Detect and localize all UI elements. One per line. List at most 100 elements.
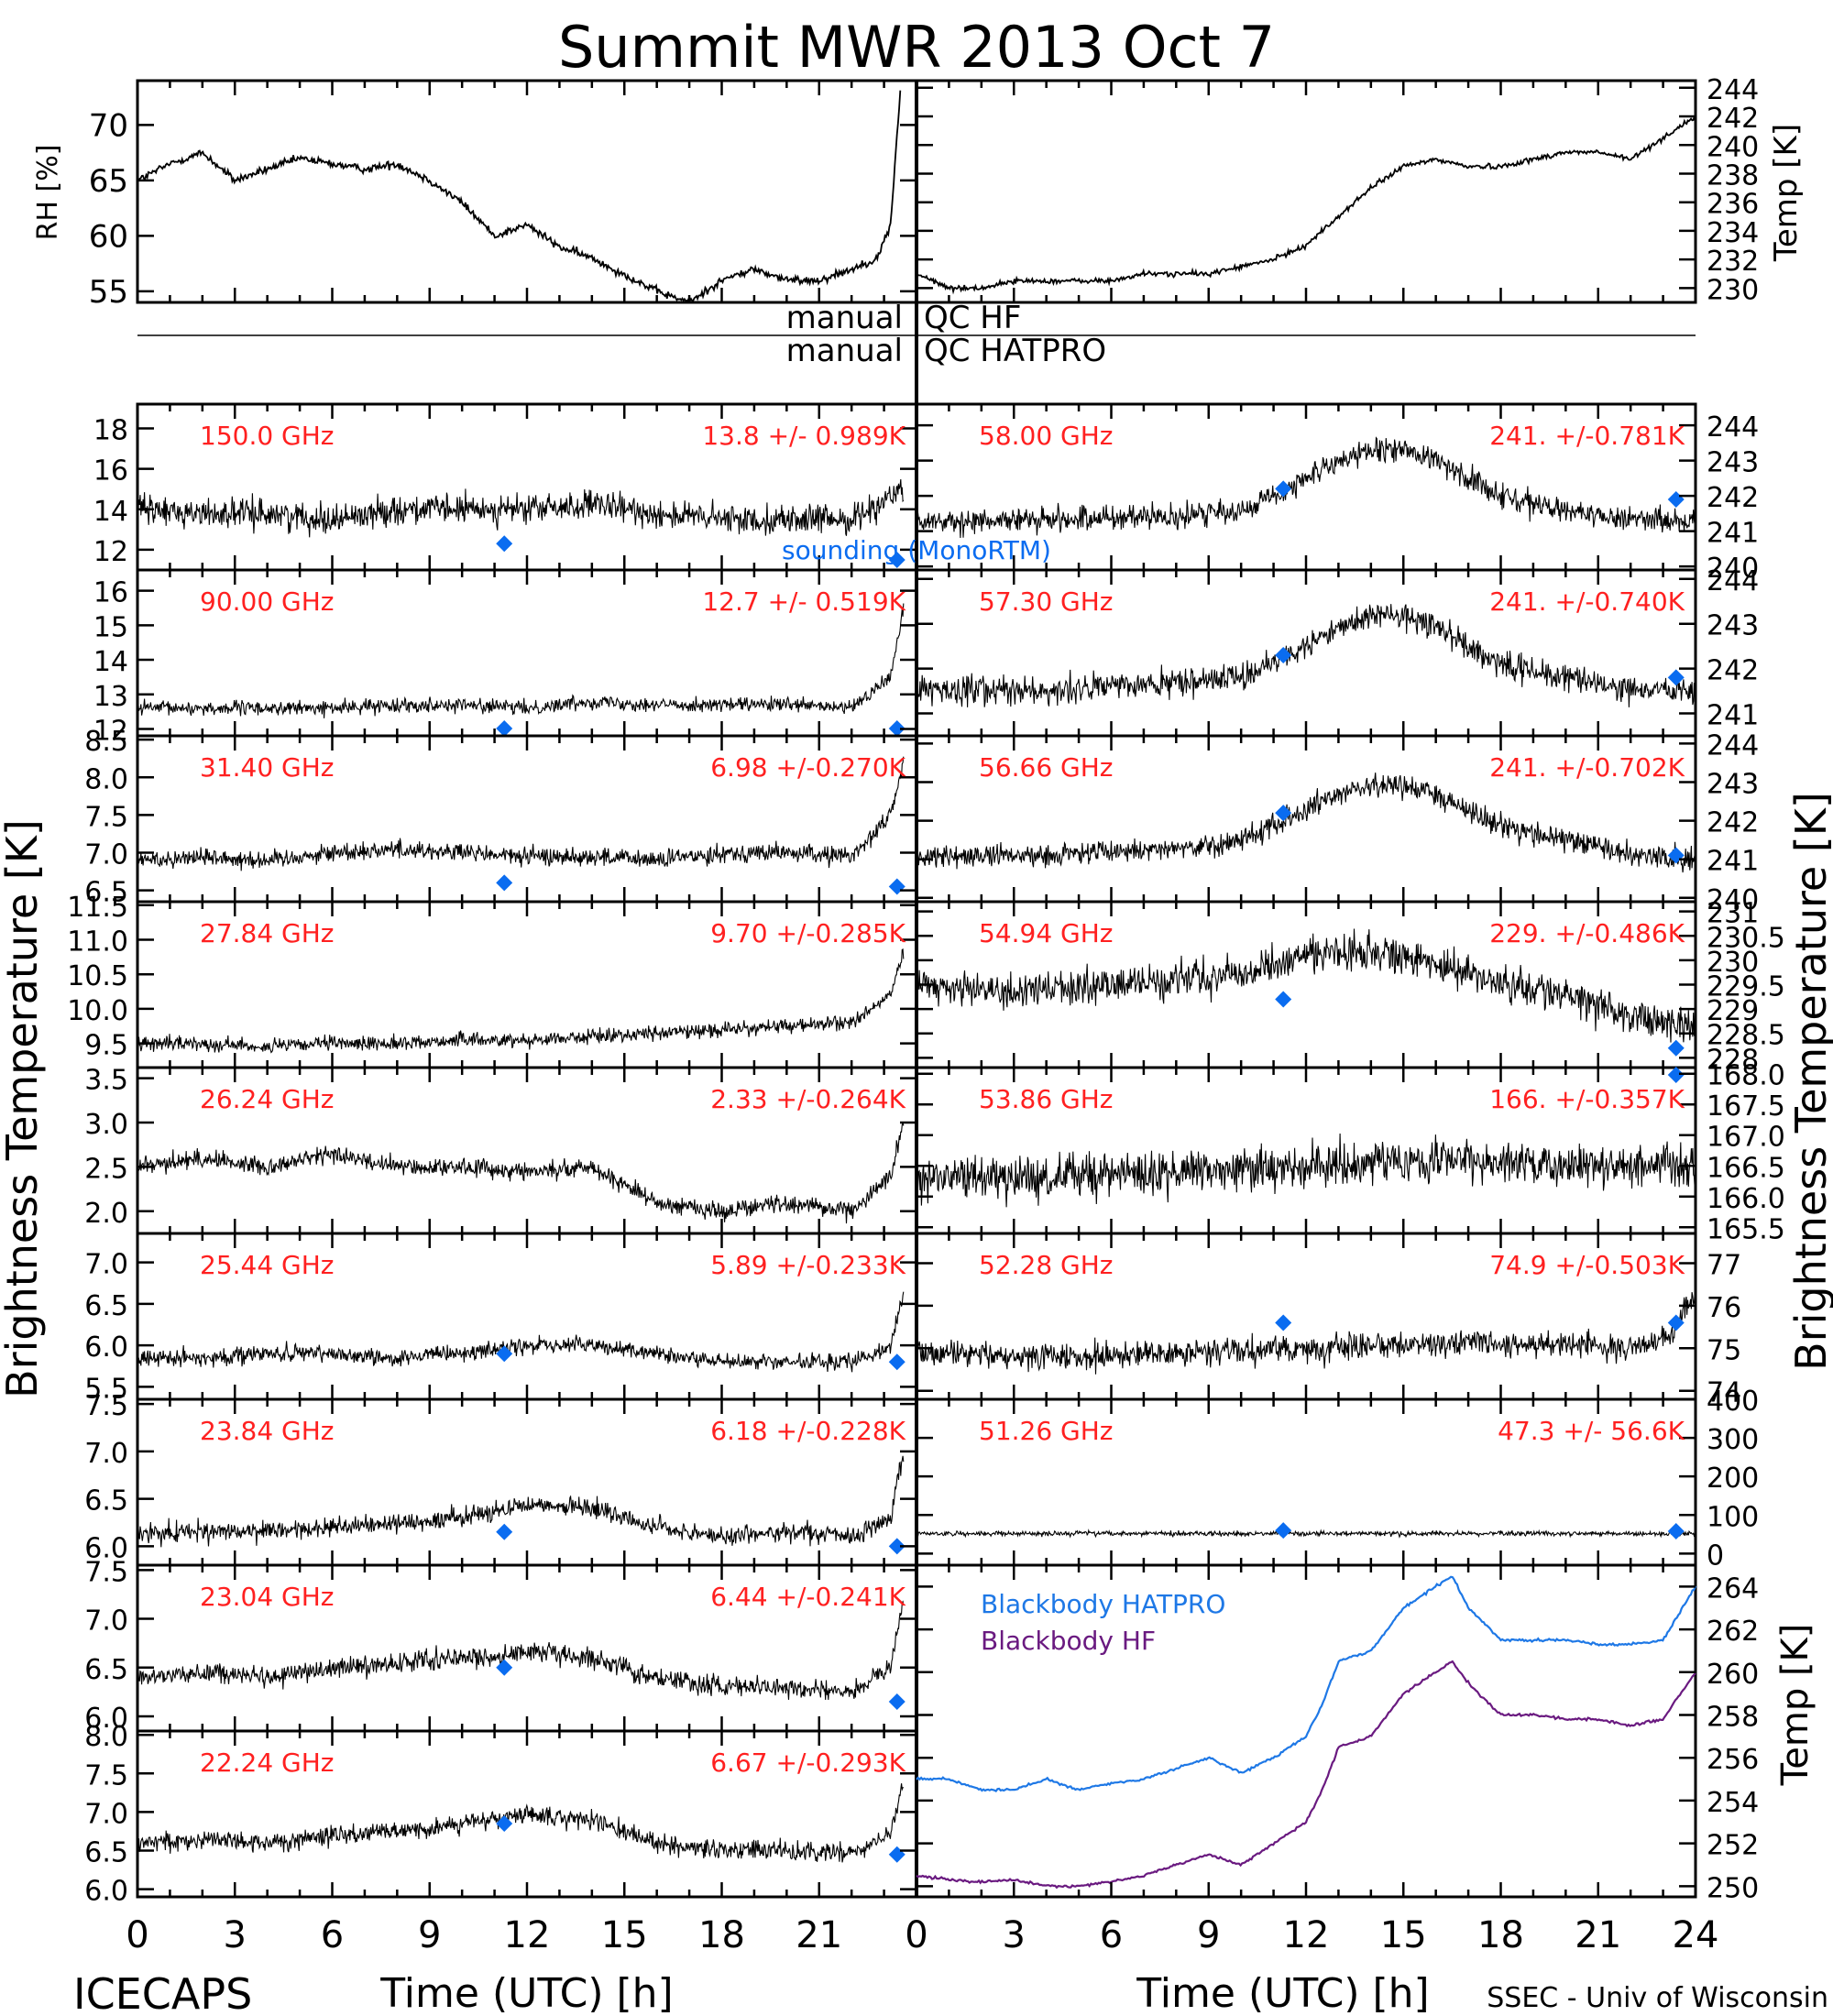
y-tick-label: 240 — [1707, 553, 1759, 585]
y-tick-label: 7.0 — [84, 839, 128, 871]
y-tick-label: 243 — [1707, 769, 1759, 801]
channel-frequency-label: 150.0 GHz — [200, 421, 335, 451]
channel-frequency-label: 57.30 GHz — [979, 586, 1114, 617]
channel-panel: 6.0 6.5 7.0 7.5 23.84 GHz 6.18 +/-0.228K — [84, 1390, 918, 1567]
y-tick-label: 229 — [1707, 995, 1759, 1027]
y-tick-label: 6.0 — [84, 1703, 128, 1735]
sounding-point — [496, 1345, 513, 1363]
x-tick-label: 12 — [504, 1914, 551, 1956]
blackbody-legend-label: Blackbody HF — [981, 1626, 1156, 1656]
sounding-point — [496, 1659, 513, 1676]
footer-ssec: SSEC - Univ of Wisconsin — [1487, 1982, 1828, 2014]
temperature-panel-frame — [915, 79, 1697, 304]
data-series — [916, 1660, 1696, 1890]
sounding-point — [1667, 1067, 1685, 1083]
channel-panel: 6.0 6.5 7.0 7.5 23.04 GHz 6.44 +/-0.241K — [84, 1556, 918, 1735]
sounding-point — [496, 874, 513, 892]
channel-frequency-label: 27.84 GHz — [200, 918, 335, 948]
channel-stats-label: 6.98 +/-0.270K — [710, 752, 906, 783]
sounding-point — [496, 1523, 513, 1540]
y-tick-label: 165.5 — [1707, 1213, 1785, 1245]
y-tick-label: 7.0 — [84, 1798, 128, 1830]
y-tick-label: 244 — [1707, 729, 1759, 761]
y-tick-label: 16 — [93, 577, 128, 609]
channel-frequency-label: 53.86 GHz — [979, 1084, 1114, 1114]
y-tick-label: 2.0 — [84, 1198, 128, 1230]
y-tick-label: 16 — [93, 455, 128, 488]
x-tick-label: 3 — [1003, 1914, 1026, 1956]
y-tick-label: 228 — [1707, 1044, 1759, 1076]
sounding-point — [888, 1353, 906, 1371]
y-tick-label: 167.5 — [1707, 1090, 1785, 1123]
y-tick-label: 3.0 — [84, 1109, 128, 1141]
channel-stats-label: 241. +/-0.781K — [1489, 421, 1685, 451]
y-tick-label: 7.5 — [84, 1390, 128, 1422]
y-tick-label: 76 — [1707, 1292, 1741, 1324]
channel-panel: 2.0 2.5 3.0 3.5 26.24 GHz 2.33 +/-0.264K — [84, 1065, 918, 1235]
channel-stats-label: 6.18 +/-0.228K — [710, 1416, 906, 1446]
y-tick-label: 7.0 — [84, 1249, 128, 1281]
y-tick-label: 6.0 — [84, 1331, 128, 1364]
qc-hf-manual-label: manual — [786, 300, 903, 336]
channel-panel: 6.5 7.0 7.5 8.0 8.5 31.40 GHz 6.98 +/-0.270K — [84, 726, 918, 909]
y-tick-label: 10.0 — [67, 995, 128, 1027]
y-tick-label: 14 — [93, 646, 128, 678]
left-y-axis-label: Brightness Temperature [K] — [0, 819, 47, 1398]
channel-stats-label: 2.33 +/-0.264K — [710, 1084, 906, 1114]
y-tick-label: 232 — [1707, 246, 1759, 278]
y-tick-label: 7.0 — [84, 1605, 128, 1638]
sounding-point — [1667, 847, 1685, 864]
y-tick-label: 166.0 — [1707, 1183, 1785, 1215]
y-tick-label: 167.0 — [1707, 1122, 1785, 1154]
y-tick-label: 236 — [1707, 189, 1759, 221]
sounding-point — [496, 1815, 513, 1833]
channel-panel: 9.510.010.511.011.5 27.84 GHz 9.70 +/-0.28… — [67, 892, 918, 1069]
data-series — [916, 928, 1696, 1051]
time-axes: 0 3 6 9 12 15 18 21 0 3 6 9 12 15 18 21 24 Time (UTC) [h]… — [126, 1914, 1718, 2016]
y-tick-label: 8.0 — [84, 763, 128, 795]
channel-frequency-label: 90.00 GHz — [200, 586, 335, 617]
sounding-point — [888, 1693, 906, 1711]
qc-hf-label: QC HF — [924, 300, 1021, 336]
y-tick-label: 18 — [93, 414, 128, 446]
data-series — [916, 604, 1696, 707]
y-tick-label: 77 — [1707, 1249, 1741, 1281]
y-tick-label: 75 — [1707, 1334, 1741, 1366]
channel-frequency-label: 25.44 GHz — [200, 1250, 335, 1280]
data-series — [137, 1783, 905, 1863]
y-tick-label: 241 — [1707, 846, 1759, 878]
y-tick-label: 3.5 — [84, 1065, 128, 1097]
y-tick-label: 230 — [1707, 274, 1759, 306]
channel-stats-label: 6.44 +/-0.241K — [710, 1582, 906, 1612]
figure-title: Summit MWR 2013 Oct 7 — [558, 14, 1275, 81]
rh-axis-label: RH [%] — [32, 145, 64, 241]
channel-stats-label: 229. +/-0.486K — [1489, 918, 1685, 948]
data-series — [916, 1292, 1696, 1375]
x-tick-label: 0 — [905, 1914, 927, 1956]
blackbody-panel: 250 252 254 256 258 260 262 264 Blackbody HATPRO… — [915, 1563, 1817, 1904]
channel-panel: 6.0 6.5 7.0 7.5 8.0 22.24 GHz 6.67 +/-0.293K — [84, 1721, 918, 1908]
data-series — [916, 1575, 1697, 1793]
data-series — [137, 603, 905, 718]
y-tick-label: 244 — [1707, 74, 1759, 106]
sounding-point — [1275, 805, 1292, 822]
y-tick-label: 11.5 — [67, 892, 128, 924]
y-tick-label: 15 — [93, 611, 128, 643]
channel-panel: 5.5 6.0 6.5 7.0 25.44 GHz 5.89 +/-0.233K — [84, 1232, 918, 1405]
sounding-point — [888, 720, 906, 737]
qc-hatpro-label: QC HATPRO — [924, 333, 1106, 369]
channel-frequency-label: 31.40 GHz — [200, 752, 335, 783]
channel-panel: 74 75 76 77 52.28 GHz 74.9 +/-0.503K — [915, 1232, 1741, 1409]
y-tick-label: 400 — [1707, 1386, 1759, 1418]
y-tick-label: 228.5 — [1707, 1020, 1785, 1052]
footer-icecaps: ICECAPS — [73, 1969, 252, 2016]
data-series — [137, 1455, 905, 1548]
data-series — [137, 90, 902, 302]
y-tick-label: 252 — [1707, 1830, 1759, 1862]
y-tick-label: 250 — [1707, 1872, 1759, 1904]
data-series — [916, 1133, 1696, 1208]
channel-stats-label: 6.67 +/-0.293K — [710, 1748, 906, 1778]
